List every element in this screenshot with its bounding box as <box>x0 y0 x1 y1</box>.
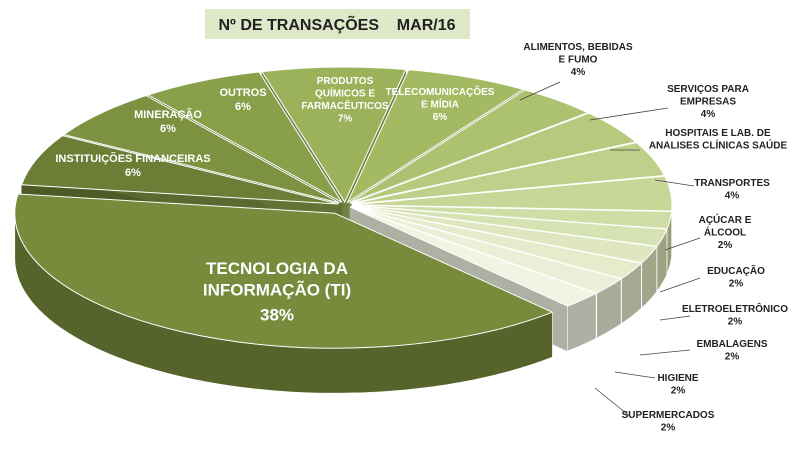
value-label: 6% <box>125 167 141 179</box>
leader-line <box>614 371 656 379</box>
slice <box>350 112 637 204</box>
value-label: 2% <box>671 386 686 397</box>
leader-line <box>659 277 701 293</box>
title-box <box>205 9 470 39</box>
value-label: 38% <box>260 306 294 325</box>
slice <box>62 95 341 204</box>
leader-line <box>659 315 691 321</box>
value-label: 2% <box>718 240 733 251</box>
slice-label: SERVIÇOS PARA EMPRESAS <box>667 84 749 108</box>
slice <box>351 142 666 205</box>
slice <box>349 206 598 307</box>
value-label: 2% <box>661 423 676 434</box>
slice-label: OUTROS <box>219 87 266 99</box>
slice-label: ELETROELETRÔNICO <box>682 302 788 315</box>
slice-label: PRODUTOS QUÍMICOS E FARMACÊUTICOS <box>301 76 389 112</box>
slice-label: MINERAÇÃO <box>134 108 202 121</box>
slice-label: HOSPITAIS E LAB. DE ANALISES CLÍNICAS SAÚ… <box>649 128 788 152</box>
slice <box>349 89 589 204</box>
leader-line <box>639 349 691 356</box>
slice-label: EDUCAÇÃO <box>707 264 765 277</box>
value-label: 2% <box>729 279 744 290</box>
value-label: 6% <box>433 112 448 123</box>
leader-line <box>589 107 669 121</box>
value-label: 4% <box>725 191 740 202</box>
leader-line <box>664 237 701 251</box>
slice <box>20 135 339 205</box>
leader-line <box>654 179 695 187</box>
leader-line <box>519 81 561 101</box>
slice <box>146 71 343 203</box>
slice-label: EMBALAGENS <box>696 339 767 350</box>
value-label: 6% <box>235 101 251 113</box>
slice-label: AÇÚCAR E ÁLCOOL <box>699 213 752 239</box>
slice-label: TELECOMUNICAÇÕES E MÍDIA <box>386 85 495 111</box>
slice-label: ALIMENTOS, BEBIDAS E FUMO <box>523 42 633 66</box>
slice <box>346 69 525 204</box>
slice-label: TECNOLOGIA DA INFORMAÇÃO (TI) <box>203 259 351 299</box>
value-label: 2% <box>728 317 743 328</box>
slice-label: INSTITUIÇÕES FINANCEIRAS <box>55 152 210 165</box>
value-label: 4% <box>701 109 716 120</box>
slice <box>261 66 407 204</box>
leader-line <box>594 387 633 419</box>
slice <box>14 193 554 349</box>
slice-label: TRANSPORTES <box>694 178 770 189</box>
value-label: 2% <box>725 352 740 363</box>
chart-title: Nº DE TRANSAÇÕES MAR/16 <box>219 14 456 34</box>
value-label: 4% <box>571 67 586 78</box>
value-label: 6% <box>160 123 176 135</box>
slice <box>351 175 673 212</box>
slice-label: SUPERMERCADOS <box>622 410 715 421</box>
value-label: 7% <box>338 114 353 125</box>
slice-label: HIGIENE <box>657 373 698 384</box>
